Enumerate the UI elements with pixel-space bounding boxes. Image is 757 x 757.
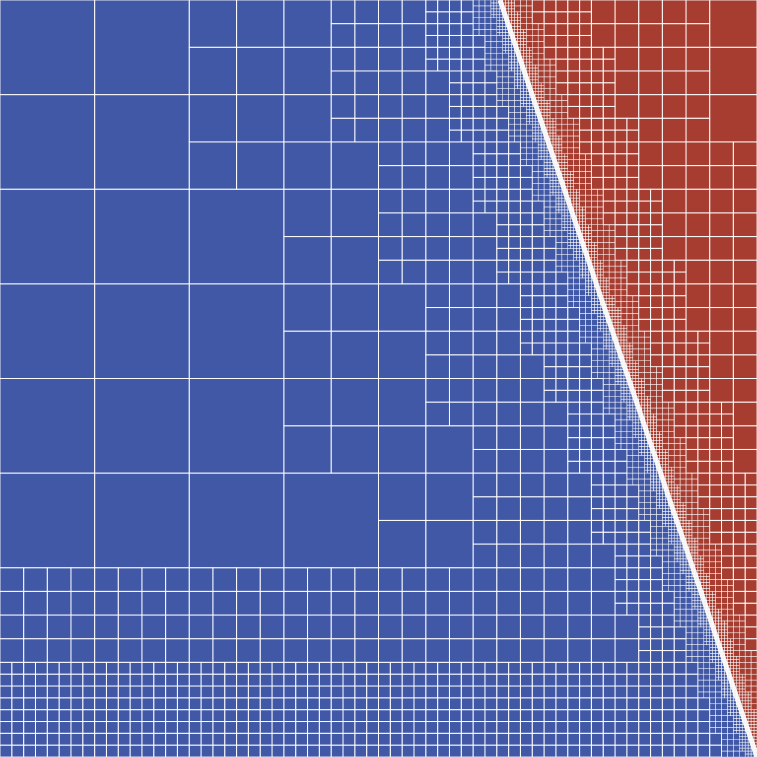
mesh-cell	[753, 753, 757, 757]
